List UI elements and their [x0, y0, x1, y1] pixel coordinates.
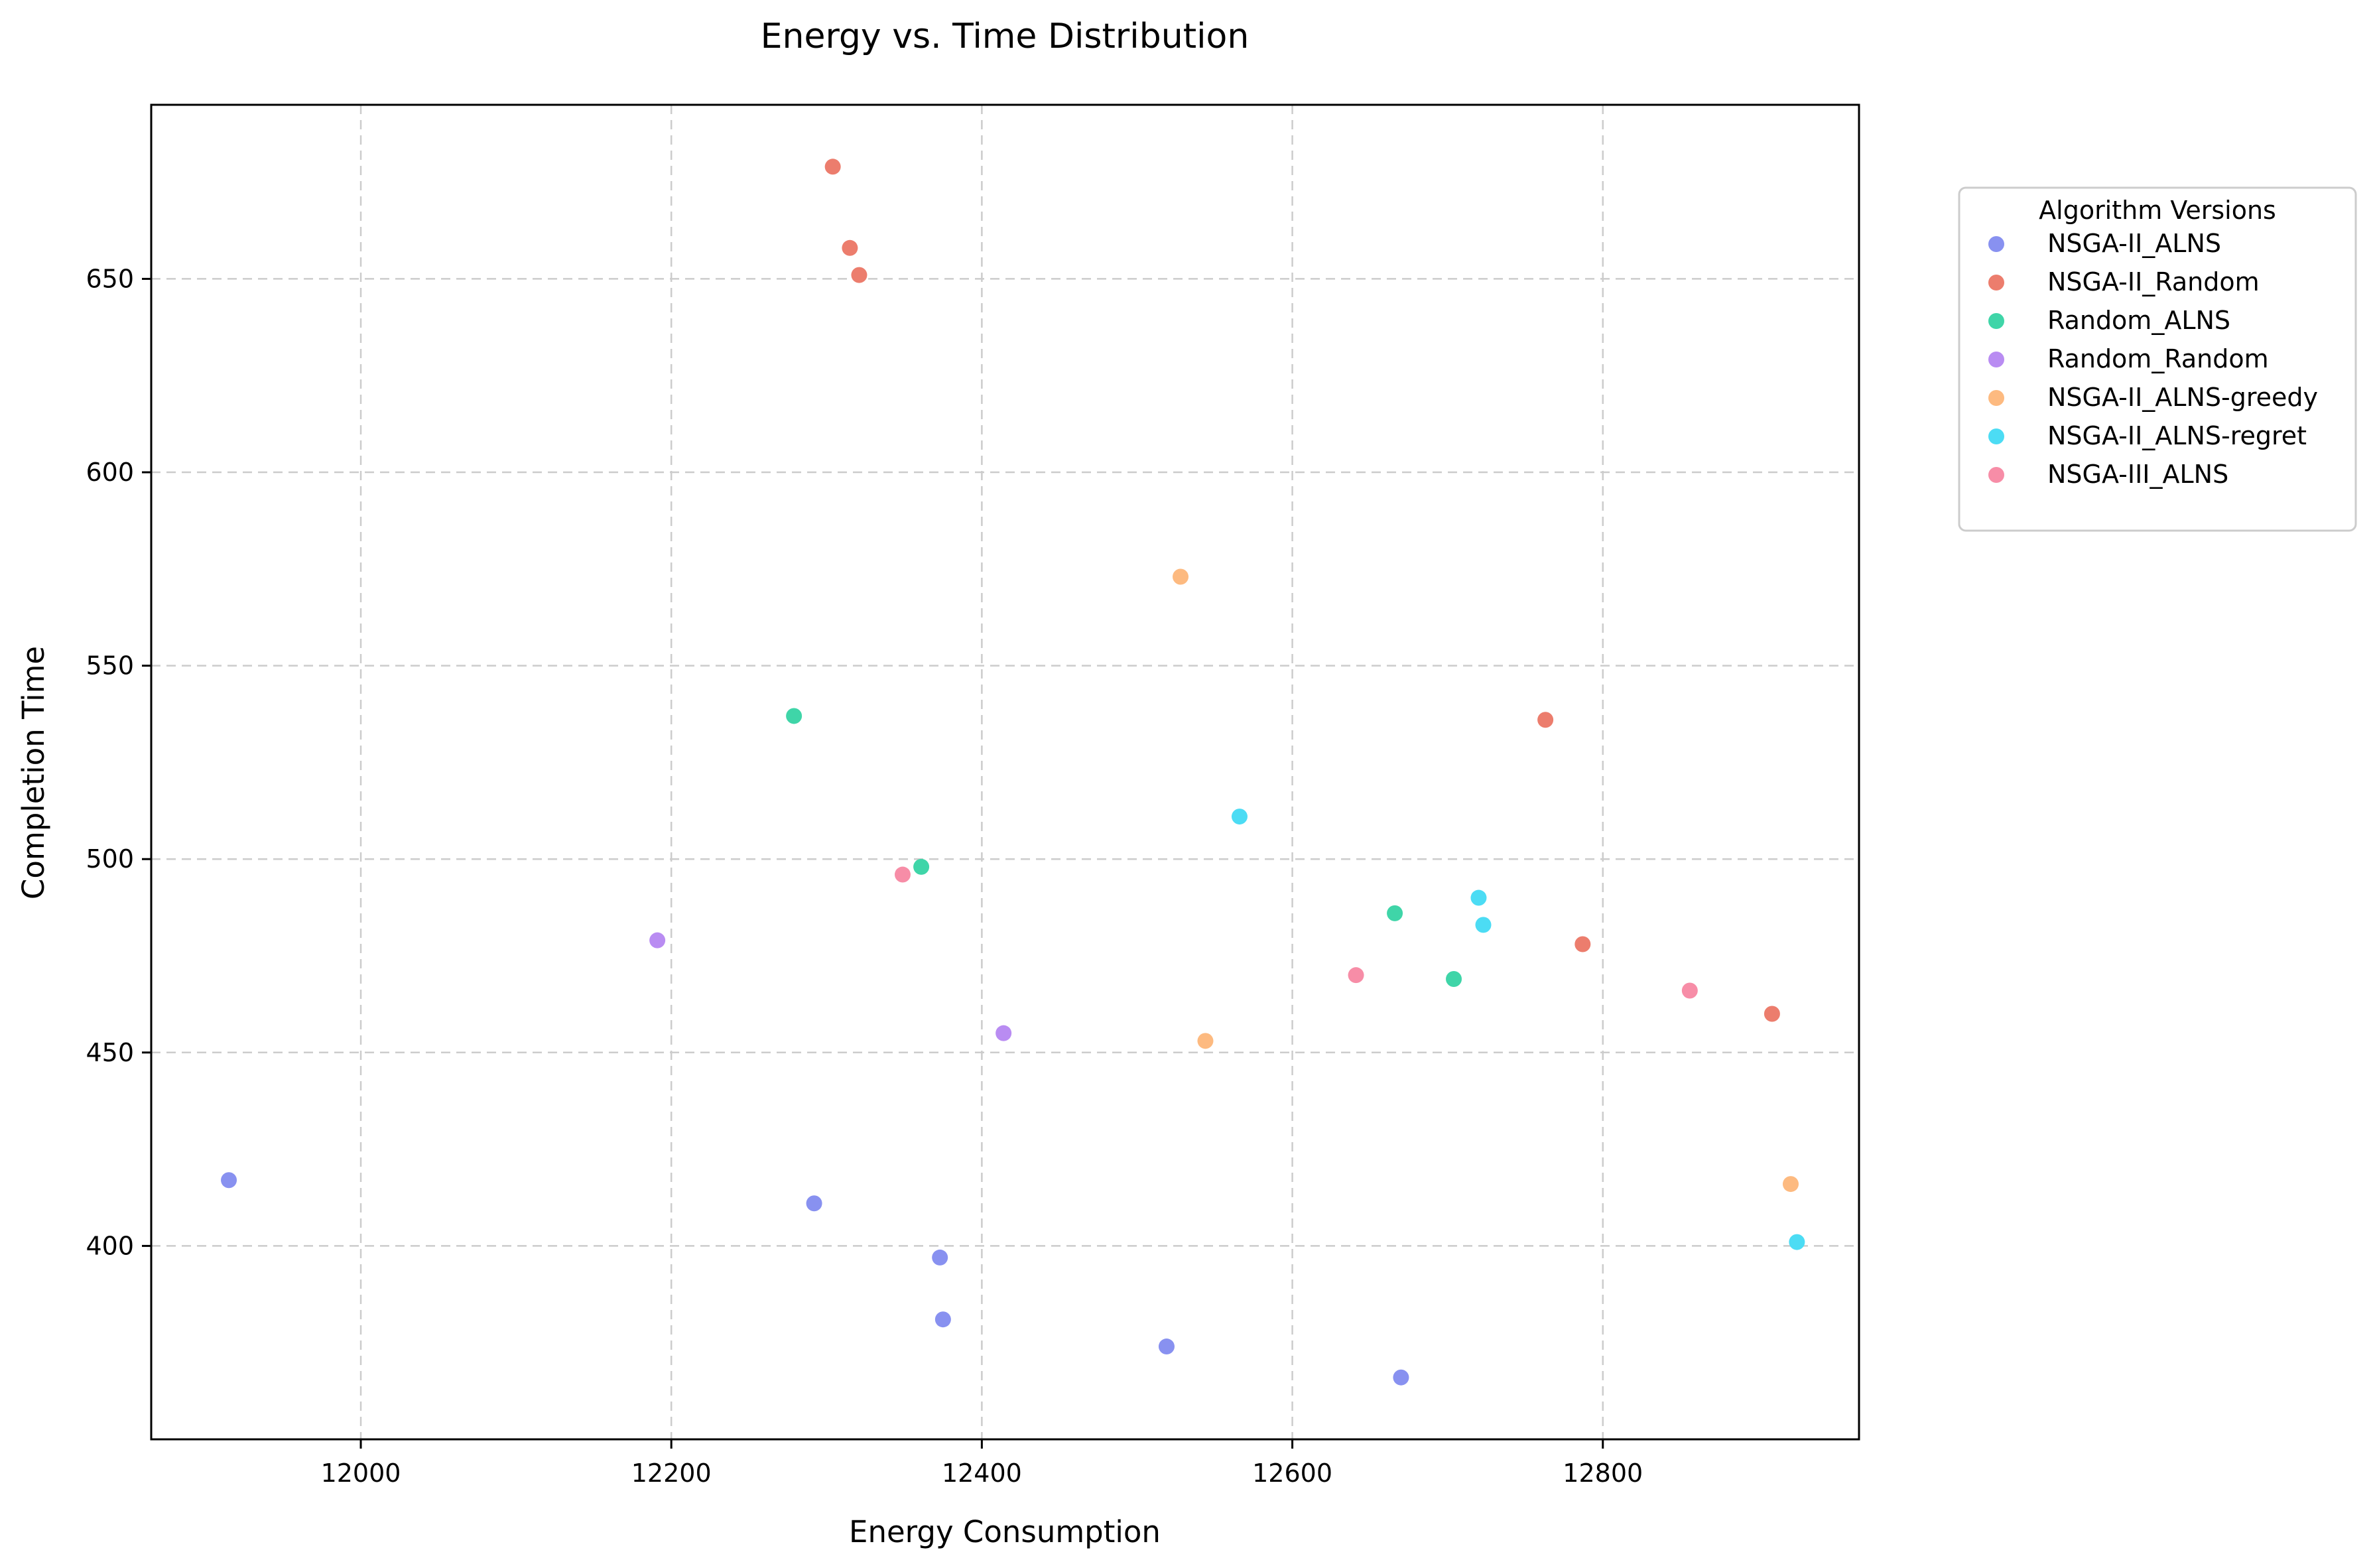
legend-entry-label: Random_Random: [2047, 344, 2269, 373]
y-tick-label: 400: [86, 1231, 134, 1260]
data-point: [842, 239, 858, 256]
data-point: [1470, 889, 1487, 906]
data-point: [1197, 1033, 1214, 1049]
legend-entry-label: Random_ALNS: [2047, 306, 2230, 335]
data-point: [1537, 712, 1554, 728]
y-tick-label: 500: [86, 844, 134, 874]
data-point: [1173, 568, 1189, 585]
x-tick-label: 12800: [1563, 1459, 1643, 1488]
data-point: [1789, 1234, 1805, 1250]
data-point: [1158, 1339, 1175, 1355]
legend-entry-label: NSGA-II_ALNS: [2047, 229, 2221, 258]
x-tick-label: 12200: [631, 1459, 712, 1488]
y-tick-label: 450: [86, 1038, 134, 1067]
legend-marker: [1988, 352, 2004, 367]
legend-marker: [1988, 313, 2004, 329]
axis-ticks: 12000 12200 12400 12600 12800 400 450 500 550 600…: [86, 264, 1643, 1488]
legend-box: [1958, 186, 2357, 532]
y-axis-label: Completion Time: [16, 646, 51, 899]
data-point: [995, 1025, 1012, 1041]
data-point: [1783, 1176, 1799, 1193]
legend-marker: [1988, 428, 2004, 444]
legend-entry-label: NSGA-II_Random: [2047, 267, 2260, 296]
legend-items: NSGA-II_ALNS NSGA-II_Random Random_ALNS Ran…: [1988, 229, 2318, 489]
x-tick-label: 12400: [942, 1459, 1022, 1488]
y-tick-label: 550: [86, 651, 134, 681]
data-point: [913, 858, 930, 875]
data-points: [221, 159, 1805, 1386]
data-point: [932, 1249, 948, 1266]
legend-entry-label: NSGA-III_ALNS: [2047, 460, 2228, 489]
data-point: [786, 708, 802, 724]
legend: Algorithm Versions NSGA-II_ALNS NSGA-II_R…: [1958, 186, 2357, 532]
data-point: [1764, 1006, 1780, 1022]
data-point: [1348, 967, 1364, 984]
x-axis-label: Energy Consumption: [849, 1514, 1161, 1549]
x-tick-label: 12000: [321, 1459, 401, 1488]
data-point: [1475, 917, 1492, 933]
legend-entry-label: NSGA-II_ALNS-regret: [2047, 421, 2307, 450]
y-tick-label: 650: [86, 264, 134, 293]
x-tick-label: 12600: [1252, 1459, 1332, 1488]
data-point: [649, 932, 666, 948]
legend-marker: [1988, 467, 2004, 483]
data-point: [1387, 905, 1403, 921]
legend-title: Algorithm Versions: [2039, 196, 2276, 225]
legend-marker: [1988, 390, 2004, 406]
data-point: [934, 1311, 951, 1328]
y-tick-label: 600: [86, 458, 134, 487]
grid-lines: [151, 105, 1859, 1439]
legend-marker: [1988, 236, 2004, 252]
legend-entry-label: NSGA-II_ALNS-greedy: [2047, 383, 2318, 412]
chart-title: Energy vs. Time Distribution: [761, 17, 1250, 56]
data-point: [806, 1195, 822, 1212]
data-point: [1393, 1369, 1409, 1386]
data-point: [221, 1172, 237, 1189]
data-point: [895, 866, 911, 883]
data-point: [1681, 982, 1698, 999]
data-point: [1446, 971, 1462, 988]
data-point: [1574, 936, 1591, 952]
legend-marker: [1988, 275, 2004, 291]
plot-frame: [150, 103, 1860, 1441]
data-point: [824, 159, 841, 175]
data-point: [851, 267, 867, 283]
data-point: [1231, 809, 1248, 825]
